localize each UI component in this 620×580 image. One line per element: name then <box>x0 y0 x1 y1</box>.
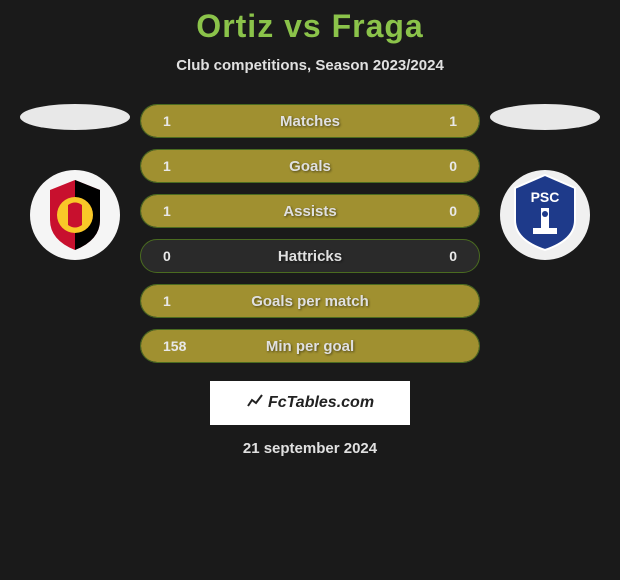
brand-badge: FcTables.com <box>210 381 410 425</box>
footer-date: 21 september 2024 <box>0 440 620 457</box>
club-badge-left <box>30 170 120 260</box>
stat-value-left: 1 <box>163 203 171 219</box>
brand-text: FcTables.com <box>268 394 374 412</box>
stats-column: 1 Matches 1 1 Goals 0 1 Assists 0 0 Hattricks 0 1 Goa… <box>140 104 480 363</box>
stat-value-left: 1 <box>163 113 171 129</box>
content-area: 1 Matches 1 1 Goals 0 1 Assists 0 0 Hattricks 0 1 Goa… <box>0 104 620 363</box>
stat-label: Assists <box>283 203 336 220</box>
stat-fill-right <box>411 150 479 182</box>
stat-row: 1 Assists 0 <box>140 194 480 228</box>
player-silhouette-right <box>490 104 600 130</box>
player-silhouette-left <box>20 104 130 130</box>
stat-value-right: 0 <box>449 158 457 174</box>
stat-value-right: 1 <box>449 113 457 129</box>
stat-label: Matches <box>280 113 340 130</box>
shield-icon-left <box>40 175 110 255</box>
stat-label: Goals <box>289 158 331 175</box>
stat-fill-left <box>141 150 411 182</box>
page-title: Ortiz vs Fraga <box>0 0 620 45</box>
stat-value-right: 0 <box>449 203 457 219</box>
svg-text:PSC: PSC <box>531 189 560 205</box>
shield-icon-right: PSC <box>505 170 585 260</box>
left-player-column <box>20 104 130 260</box>
stat-value-left: 1 <box>163 158 171 174</box>
stat-row: 0 Hattricks 0 <box>140 239 480 273</box>
stat-value-left: 158 <box>163 338 186 354</box>
stat-value-left: 1 <box>163 293 171 309</box>
brand-icon <box>246 392 264 415</box>
stat-value-left: 0 <box>163 248 171 264</box>
stat-row: 1 Goals 0 <box>140 149 480 183</box>
stat-label: Hattricks <box>278 248 342 265</box>
stat-row: 158 Min per goal <box>140 329 480 363</box>
stat-fill-left <box>141 195 411 227</box>
club-badge-right: PSC <box>500 170 590 260</box>
stat-row: 1 Matches 1 <box>140 104 480 138</box>
stat-label: Min per goal <box>266 338 354 355</box>
main-container: Ortiz vs Fraga Club competitions, Season… <box>0 0 620 580</box>
right-player-column: PSC <box>490 104 600 260</box>
page-subtitle: Club competitions, Season 2023/2024 <box>0 57 620 74</box>
stat-value-right: 0 <box>449 248 457 264</box>
stat-row: 1 Goals per match <box>140 284 480 318</box>
stat-fill-right <box>411 195 479 227</box>
stat-label: Goals per match <box>251 293 369 310</box>
